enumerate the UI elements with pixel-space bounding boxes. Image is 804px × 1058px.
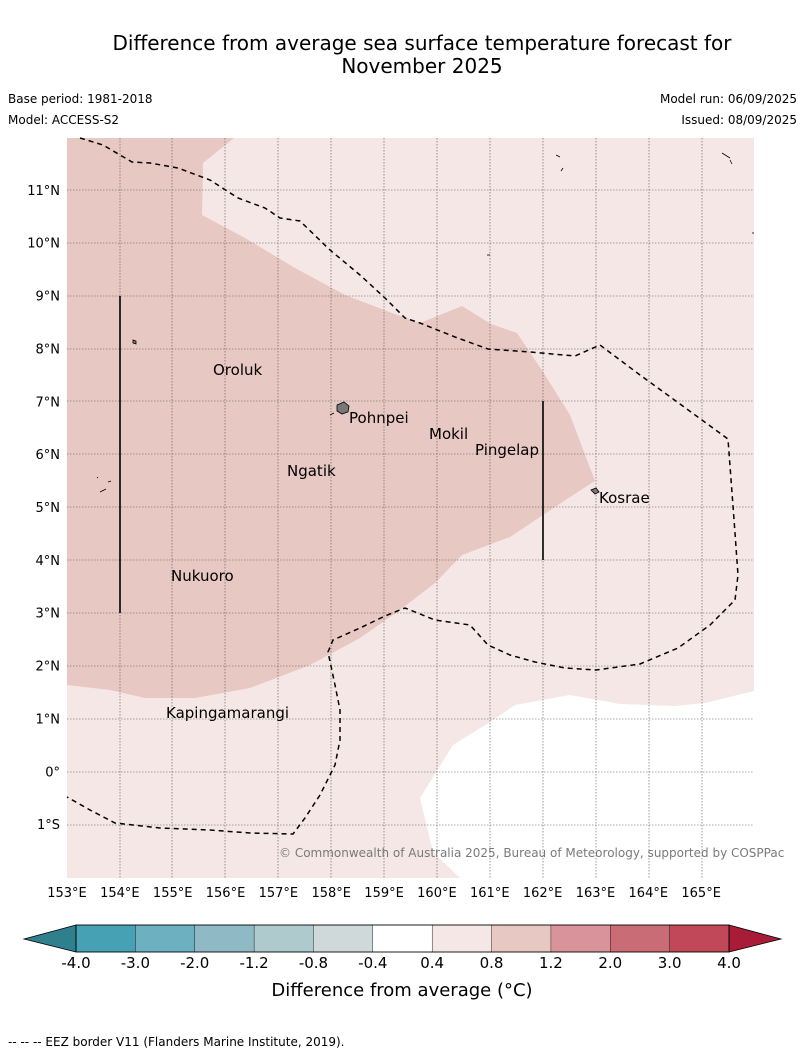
copyright-notice: © Commonwealth of Australia 2025, Bureau…: [279, 846, 784, 860]
place-label-pohnpei: Pohnpei: [349, 409, 409, 427]
colorbar-tick-label: -3.0: [121, 954, 150, 972]
lat-tick-label: 6°N: [36, 448, 61, 463]
colorbar-label: Difference from average (°C): [271, 980, 533, 1001]
lon-tick-label: 165°E: [681, 886, 721, 901]
graticule: [67, 138, 754, 878]
colorbar-tick-label: -0.8: [299, 954, 328, 972]
model-name: Model: ACCESS-S2: [8, 113, 120, 127]
pohnpei-island-shape: [336, 401, 350, 415]
colorbar-under-arrow: [22, 924, 77, 953]
colorbar: -4.0 -3.0 -2.0 -1.2 -0.8 -0.4 0.4 0.8 1.2 2.0 3.0 4…: [22, 924, 783, 972]
lon-tick-labels: 153°E 154°E 155°E 156°E 157°E 158°E 159°E 160°E…: [47, 886, 721, 901]
colorbar-segment: [669, 924, 730, 953]
islet-north-1: [555, 154, 561, 158]
place-labels: Oroluk Pohnpei Mokil Pingelap Ngatik Kos…: [166, 361, 650, 722]
colorbar-tick-label: -2.0: [180, 954, 209, 972]
lat-tick-label: 1°N: [36, 712, 61, 727]
islet-southwest-2: [107, 480, 112, 483]
lat-tick-label: 3°N: [36, 607, 61, 622]
lon-tick-label: 164°E: [629, 886, 669, 901]
issued-date: Issued: 08/09/2025: [681, 113, 797, 127]
place-label-mokil: Mokil: [429, 425, 468, 443]
colorbar-tick-label: -4.0: [61, 954, 90, 972]
colorbar-segments: [75, 924, 730, 953]
place-label-ngatik: Ngatik: [287, 462, 336, 480]
base-period: Base period: 1981-2018: [8, 92, 153, 106]
colorbar-tick-label: 3.0: [658, 954, 682, 972]
islet-north-2: [560, 167, 564, 172]
colorbar-tick-label: -0.4: [358, 954, 387, 972]
place-label-nukuoro: Nukuoro: [171, 567, 234, 585]
lat-tick-label: 7°N: [36, 395, 61, 410]
lat-tick-label: 2°N: [36, 660, 61, 675]
colorbar-frame: [75, 924, 730, 953]
colorbar-segment: [194, 924, 255, 953]
lat-tick-label: 0°: [45, 765, 60, 780]
colorbar-segment: [135, 924, 196, 953]
lat-tick-label: 1°S: [37, 818, 60, 833]
colorbar-segment: [550, 924, 611, 953]
lat-tick-label: 5°N: [36, 501, 61, 516]
colorbar-segment: [610, 924, 671, 953]
colorbar-tick-label: 1.2: [539, 954, 563, 972]
place-label-oroluk: Oroluk: [213, 361, 262, 379]
lat-tick-label: 11°N: [27, 184, 60, 199]
islet-southwest-3: [96, 476, 99, 479]
islet-ant: [329, 412, 335, 416]
title-line-2: November 2025: [341, 54, 503, 78]
lon-tick-label: 158°E: [311, 886, 351, 901]
model-run-date: Model run: 06/09/2025: [659, 92, 797, 106]
colorbar-segment: [372, 924, 433, 953]
place-label-kosrae: Kosrae: [599, 489, 650, 507]
lon-tick-label: 153°E: [47, 886, 87, 901]
lon-tick-label: 157°E: [259, 886, 299, 901]
eez-footer-note: -- -- -- EEZ border V11 (Flanders Marine…: [8, 1035, 345, 1049]
lon-tick-label: 159°E: [364, 886, 404, 901]
lat-tick-label: 9°N: [36, 290, 61, 305]
place-label-pingelap: Pingelap: [475, 441, 539, 459]
colorbar-tick-label: 4.0: [717, 954, 741, 972]
lon-tick-label: 160°E: [417, 886, 457, 901]
small-islet-west: [132, 339, 137, 345]
colorbar-tick-label: -1.2: [239, 954, 268, 972]
colorbar-tick-labels: -4.0 -3.0 -2.0 -1.2 -0.8 -0.4 0.4 0.8 1.2 2.0 3.0 4…: [61, 954, 741, 972]
lat-tick-label: 4°N: [36, 554, 61, 569]
sst-anomaly-map: Oroluk Pohnpei Mokil Pingelap Ngatik Kos…: [27, 137, 784, 901]
colorbar-segment: [491, 924, 552, 953]
islet-northeast-1: [721, 152, 731, 159]
anomaly-region-southeast: [420, 691, 754, 878]
kosrae-island-shape: [590, 487, 600, 495]
colorbar-segment: [431, 924, 493, 953]
colorbar-over-arrow: [728, 924, 783, 953]
colorbar-segment: [253, 924, 314, 953]
islands: [96, 152, 754, 495]
lon-tick-label: 156°E: [206, 886, 246, 901]
colorbar-tick-label: 2.0: [598, 954, 622, 972]
colorbar-tick-label: 0.8: [480, 954, 504, 972]
lon-tick-label: 154°E: [100, 886, 140, 901]
colorbar-segment: [75, 924, 136, 953]
lon-tick-label: 161°E: [470, 886, 510, 901]
lon-tick-label: 162°E: [523, 886, 563, 901]
place-label-kapingamarangi: Kapingamarangi: [166, 704, 289, 722]
lon-tick-label: 163°E: [576, 886, 616, 901]
islet-northeast-2: [729, 159, 733, 165]
lat-tick-labels: 11°N 10°N 9°N 8°N 7°N 6°N 5°N 4°N 3°N 2°N 1°N 0° 1°S: [27, 184, 60, 833]
chart-title: Difference from average sea surface temp…: [0, 32, 804, 78]
map-plot-area: Oroluk Pohnpei Mokil Pingelap Ngatik Kos…: [27, 137, 784, 901]
eez-border: [66, 137, 739, 835]
eez-border-north: [66, 137, 739, 835]
colorbar-tick-label: 0.4: [420, 954, 444, 972]
colorbar-segment: [313, 924, 374, 953]
lat-tick-label: 10°N: [27, 237, 60, 252]
islet-southwest-1: [99, 488, 107, 493]
lon-tick-label: 155°E: [153, 886, 193, 901]
title-line-1: Difference from average sea surface temp…: [112, 31, 732, 55]
lat-tick-label: 8°N: [36, 342, 61, 357]
